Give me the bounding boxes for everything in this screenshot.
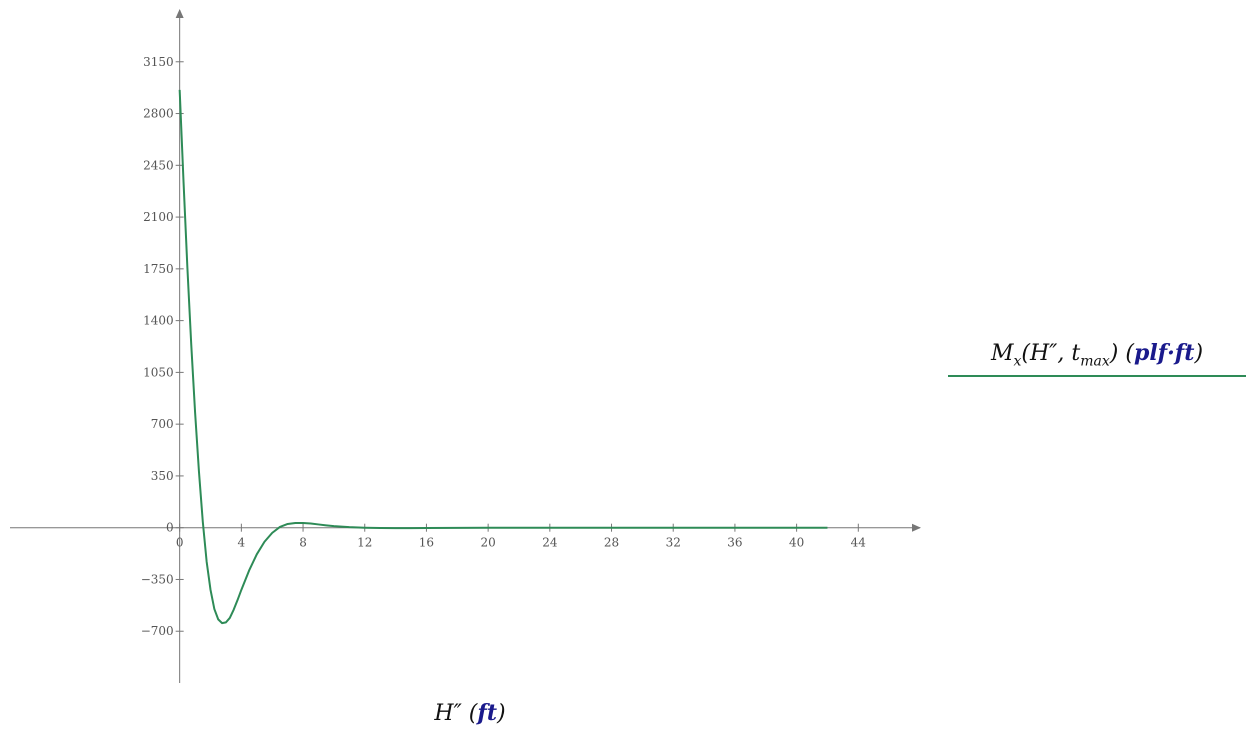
y-tick-label: 1400 [143,314,174,328]
x-tick-label: 16 [419,536,434,550]
legend: Mx(H″, tmax) (plf·ft) [948,340,1246,378]
legend-func-sub: x [1013,353,1022,370]
x-tick-label: 20 [480,536,495,550]
x-tick-label: 32 [666,536,681,550]
y-tick-label: 2450 [143,158,174,172]
series-line [178,89,828,625]
x-axis-var: H″ [434,701,462,726]
y-tick-label: −350 [141,572,174,586]
x-tick-label: 44 [851,536,867,550]
x-tick-label: 8 [299,536,307,550]
legend-args-a: (H″, t [1021,341,1081,366]
series [178,89,828,625]
x-tick-label: 40 [789,536,804,550]
x-axis-label: H″ (ft) [434,700,506,726]
y-tick-label: 1050 [143,365,174,379]
y-tick-label: 1750 [143,262,174,276]
x-tick-label: 12 [357,536,372,550]
x-tick-label: 0 [176,536,184,550]
legend-args-sub: max [1080,353,1110,370]
x-tick-label: 36 [727,536,742,550]
legend-unit: plf·ft [1133,340,1195,366]
y-tick-label: 3150 [143,55,174,69]
y-tick-label: −700 [141,624,174,638]
ticks: 0 4 8 12 16 20 24 28 32 36 40 44 −700 −350 0 350 700 1050… [141,55,867,638]
y-tick-label: 0 [166,521,174,535]
y-tick-label: 2800 [143,107,174,121]
legend-args-b: ) [1109,341,1119,366]
y-tick-label: 700 [151,417,174,431]
x-tick-label: 24 [542,536,558,550]
legend-func: M [990,341,1014,366]
x-tick-label: 4 [238,536,246,550]
y-tick-label: 2100 [143,210,174,224]
x-tick-label: 28 [604,536,619,550]
x-axis-unit: ft [477,700,498,726]
y-tick-label: 350 [151,469,174,483]
